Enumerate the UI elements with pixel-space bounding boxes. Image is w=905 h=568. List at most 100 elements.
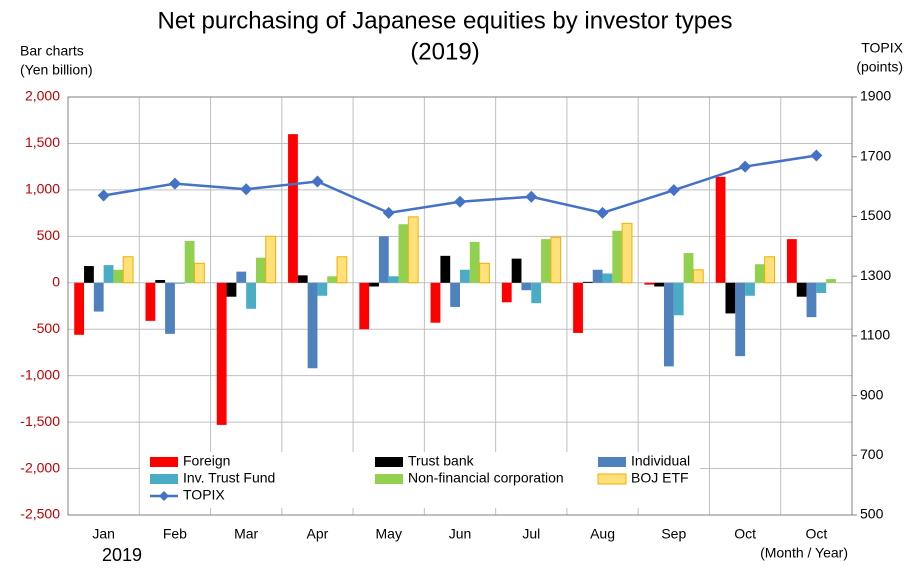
- x-axis-label: (Month / Year): [760, 545, 848, 561]
- bar: [511, 258, 522, 283]
- legend-label: Inv. Trust Fund: [183, 470, 275, 486]
- bar: [664, 282, 674, 367]
- plot-frame: [67, 96, 853, 516]
- bar: [573, 282, 583, 333]
- bar: [84, 266, 94, 283]
- bar: [644, 282, 655, 285]
- bar: [155, 279, 166, 283]
- bar: [450, 282, 460, 307]
- bar: [359, 282, 370, 330]
- bar: [673, 282, 684, 316]
- y-tick-label: 0: [52, 273, 60, 289]
- bar: [307, 282, 318, 369]
- bar: [407, 216, 419, 284]
- y-tick-label: -2,500: [20, 506, 60, 522]
- y2-tick-label: 1500: [860, 207, 891, 223]
- x-tick-label: Oct: [734, 526, 756, 542]
- bar: [582, 281, 593, 283]
- x-tick-label: Jun: [449, 526, 472, 542]
- bar: [501, 282, 512, 303]
- marker: [596, 206, 609, 219]
- x-tick-label: Jan: [92, 526, 115, 542]
- y-tick-label: 1,000: [25, 181, 60, 197]
- legend-swatch: [150, 474, 178, 484]
- x-tick-label: Aug: [590, 526, 615, 542]
- bar: [654, 282, 665, 287]
- bar: [541, 239, 551, 283]
- legend-label: TOPIX: [183, 487, 225, 503]
- y2-tick-label: 1900: [860, 88, 891, 104]
- bar: [754, 264, 765, 283]
- y2-axis-label: TOPIX: [861, 40, 903, 56]
- y-tick-label: 1,500: [25, 134, 60, 150]
- bar: [725, 282, 736, 314]
- bar: [735, 282, 746, 357]
- y-tick-label: -500: [32, 320, 60, 336]
- bar: [550, 236, 562, 284]
- bar: [297, 275, 308, 283]
- legend-swatch: [597, 473, 627, 485]
- bar: [246, 282, 256, 309]
- bar: [336, 256, 348, 284]
- bar: [113, 269, 124, 283]
- y-tick-label: -2,000: [20, 459, 60, 475]
- bar: [602, 273, 613, 283]
- bar: [715, 176, 726, 283]
- chart-subtitle: (2019): [410, 38, 479, 65]
- legend-label: Trust bank: [408, 453, 475, 469]
- bar: [388, 276, 399, 283]
- legend-swatch: [150, 457, 178, 467]
- bar: [786, 239, 797, 283]
- bar: [683, 253, 694, 283]
- x-tick-label: Apr: [307, 526, 329, 542]
- y2-tick-label: 1100: [860, 327, 890, 343]
- bar: [621, 222, 633, 284]
- bar: [265, 235, 277, 284]
- legend-label: BOJ ETF: [631, 470, 689, 486]
- bar: [369, 282, 379, 287]
- bar: [826, 279, 836, 283]
- marker: [525, 190, 538, 203]
- x-tick-label: Sep: [661, 526, 686, 542]
- legend-swatch: [598, 457, 626, 467]
- marker: [97, 189, 110, 202]
- y-axis-label: Bar charts: [20, 43, 84, 59]
- bar: [216, 282, 227, 425]
- y2-tick-label: 500: [860, 506, 884, 522]
- marker: [168, 177, 181, 190]
- bar: [398, 224, 409, 283]
- x-tick-label: Jul: [522, 526, 540, 542]
- y2-tick-label: 700: [860, 446, 884, 462]
- bar: [255, 257, 266, 283]
- y-axis-label: (Yen billion): [20, 62, 93, 78]
- marker: [810, 149, 823, 162]
- y-tick-label: -1,000: [20, 366, 60, 382]
- legend-swatch: [375, 457, 403, 467]
- chart-title: Net purchasing of Japanese equities by i…: [157, 7, 732, 34]
- marker: [240, 183, 253, 196]
- bar: [460, 269, 470, 283]
- y-tick-label: 500: [37, 227, 61, 243]
- bar: [430, 282, 441, 323]
- legend-swatch: [159, 491, 169, 501]
- marker: [311, 175, 324, 188]
- marker: [739, 160, 752, 173]
- y-tick-label: -1,500: [20, 413, 60, 429]
- y2-axis-label: (points): [856, 59, 903, 75]
- bar: [226, 282, 237, 297]
- bar: [194, 262, 205, 284]
- x-tick-label: Oct: [805, 526, 827, 542]
- bar: [236, 271, 247, 283]
- bar: [612, 230, 623, 283]
- y-tick-label: 2,000: [25, 88, 60, 104]
- x-tick-label: Feb: [163, 526, 187, 542]
- legend-label: Non-financial corporation: [408, 470, 564, 486]
- bar: [74, 282, 85, 335]
- bar: [103, 265, 114, 283]
- bar: [521, 282, 532, 291]
- bar: [288, 134, 298, 283]
- bar: [764, 256, 775, 284]
- bar: [174, 282, 185, 284]
- bar: [479, 262, 490, 284]
